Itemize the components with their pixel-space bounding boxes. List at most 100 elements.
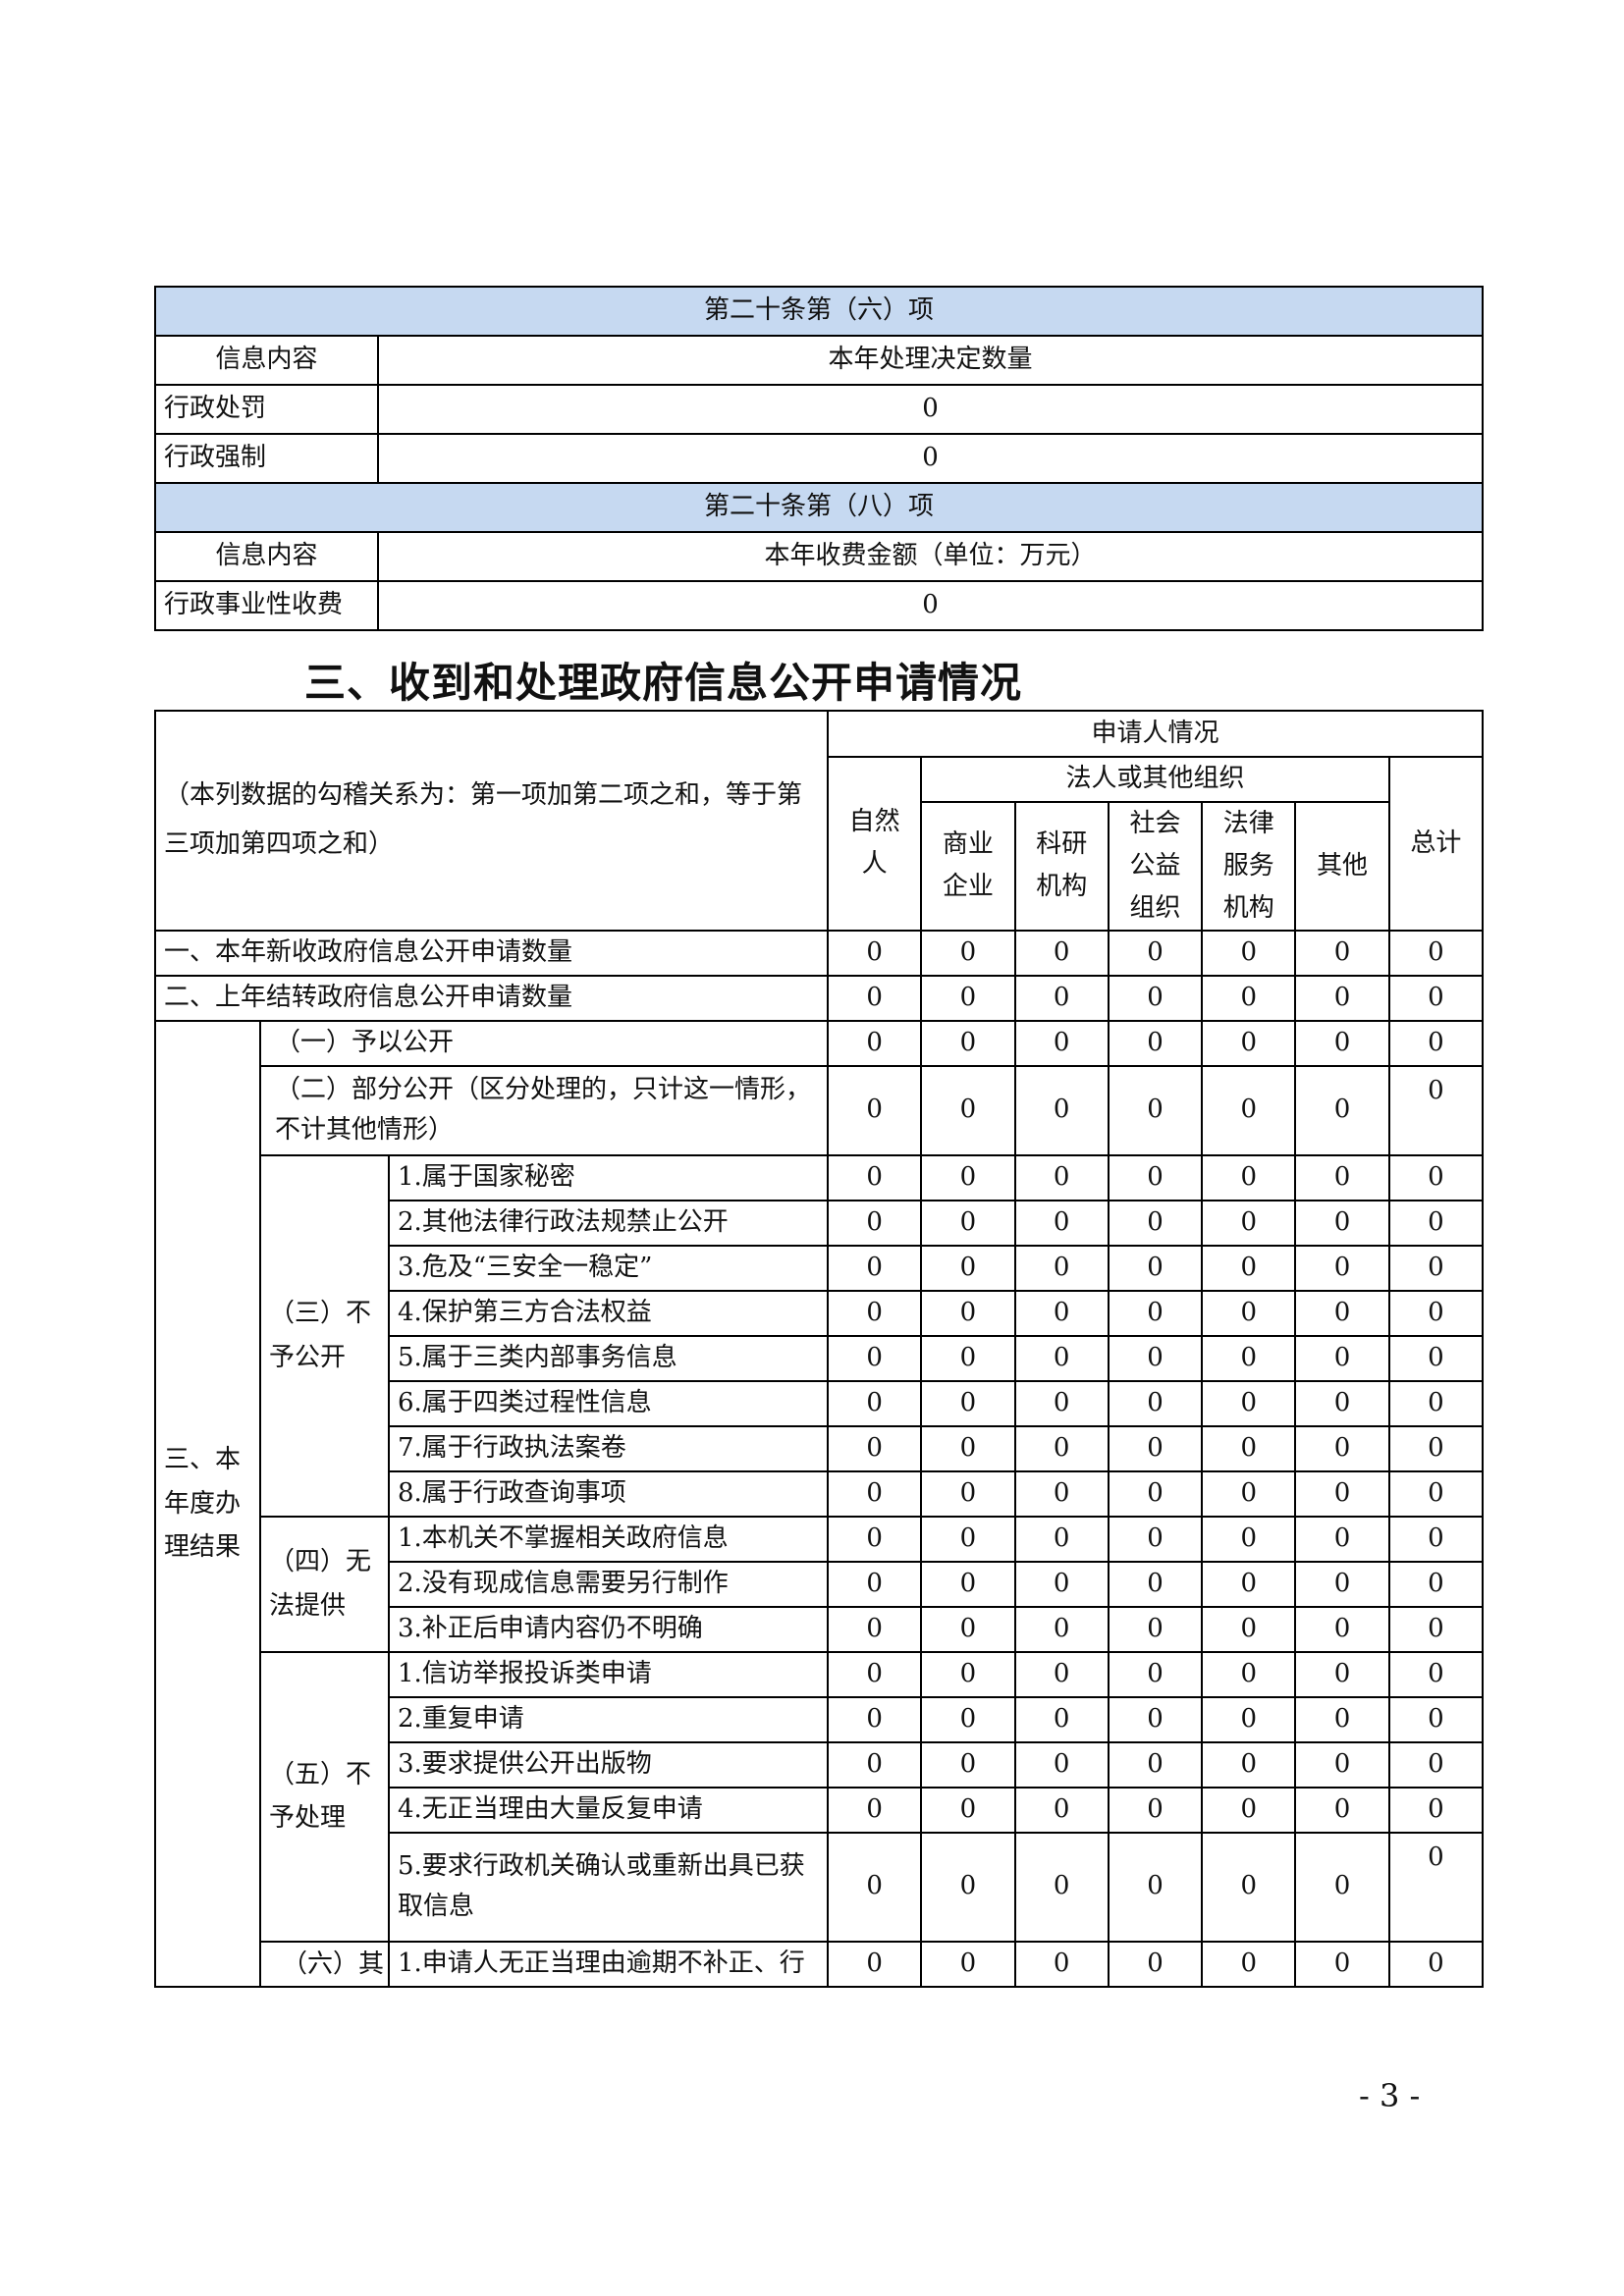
row-label: 3.要求提供公开出版物 <box>388 1740 829 1789</box>
value-cell: 0 <box>1013 1650 1110 1698</box>
value-cell: 0 <box>920 1334 1016 1382</box>
table-row: 三、本年度办理结果 （一）予以公开 0 0 0 0 0 0 0 <box>154 1019 1485 1988</box>
value-cell: 0 <box>1201 974 1297 1022</box>
value-cell: 0 <box>1387 1650 1485 1698</box>
table-row: 3.危及“三安全一稳定” 0 0 0 0 0 0 0 <box>155 1244 1485 1292</box>
table-row: 3.补正后申请内容仍不明确 0 0 0 0 0 0 0 <box>155 1605 1485 1653</box>
value-cell: 0 <box>826 974 923 1022</box>
value-cell: 0 <box>1387 1740 1485 1789</box>
value-cell: 0 <box>1201 1064 1297 1156</box>
value-cell: 0 <box>1294 1064 1390 1156</box>
value-cell: 0 <box>1387 1199 1485 1247</box>
value-cell: 0 <box>1294 1019 1390 1067</box>
value-cell: 0 <box>1201 1515 1297 1563</box>
value-cell: 0 <box>1387 1831 1485 1943</box>
table-row: 二、上年结转政府信息公开申请数量 0 0 0 0 0 0 0 <box>154 974 1485 1022</box>
row-label: 1.信访举报投诉类申请 <box>388 1650 829 1698</box>
value-cell: 0 <box>1107 1334 1204 1382</box>
value-cell: 0 <box>1013 929 1110 977</box>
value-cell: 0 <box>1107 1469 1204 1518</box>
col-legal-service: 法律服务机构 <box>1201 801 1297 932</box>
row-label: 2.其他法律行政法规禁止公开 <box>388 1199 829 1247</box>
row-label: 2.重复申请 <box>388 1695 829 1743</box>
table-row: 7.属于行政执法案卷 0 0 0 0 0 0 0 <box>155 1424 1485 1472</box>
row-label: 1.申请人无正当理由逾期不补正、行 <box>388 1940 829 1988</box>
row-label: 4.保护第三方合法权益 <box>388 1289 829 1337</box>
value-cell: 0 <box>1387 1334 1485 1382</box>
row-label: （二）部分公开（区分处理的，只计这一情形，不计其他情形） <box>259 1064 829 1156</box>
row-label: 1.属于国家秘密 <box>388 1153 829 1201</box>
table-row: （四）无法提供 1.本机关不掌握相关政府信息 0 0 0 0 0 0 0 <box>155 1515 1485 1653</box>
row-label: 行政处罚 <box>154 384 379 435</box>
value-cell: 0 <box>1201 1334 1297 1382</box>
value-cell: 0 <box>1201 1424 1297 1472</box>
row-label: 7.属于行政执法案卷 <box>388 1424 829 1472</box>
group-label: （三）不予公开 <box>259 1153 390 1518</box>
value-cell: 0 <box>1013 1424 1110 1472</box>
table-row: 行政事业性收费 0 <box>154 580 1484 631</box>
value-cell: 0 <box>1013 1515 1110 1563</box>
value-cell: 0 <box>826 1831 923 1943</box>
value-cell: 0 <box>920 1740 1016 1789</box>
value-cell: 0 <box>1013 1199 1110 1247</box>
value-cell: 0 <box>1201 1940 1297 1988</box>
table-row: 3.要求提供公开出版物 0 0 0 0 0 0 0 <box>155 1740 1485 1789</box>
value-cell: 0 <box>1294 1334 1390 1382</box>
value-cell: 0 <box>1107 1244 1204 1292</box>
value-cell: 0 <box>1201 1019 1297 1067</box>
value-cell: 0 <box>920 1424 1016 1472</box>
value-cell: 0 <box>920 1244 1016 1292</box>
value-cell: 0 <box>1107 974 1204 1022</box>
value-cell: 0 <box>1387 1153 1485 1201</box>
value-cell: 0 <box>826 1650 923 1698</box>
value-cell: 0 <box>826 1560 923 1608</box>
value-cell: 0 <box>1387 1244 1485 1292</box>
value-cell: 0 <box>826 1424 923 1472</box>
value-cell: 0 <box>1013 1379 1110 1427</box>
value-cell: 0 <box>1201 1199 1297 1247</box>
value-cell: 0 <box>1201 1289 1297 1337</box>
value-cell: 0 <box>920 1515 1016 1563</box>
value-cell: 0 <box>826 1244 923 1292</box>
value-cell: 0 <box>1387 1424 1485 1472</box>
row-label: 3.危及“三安全一稳定” <box>388 1244 829 1292</box>
value-cell: 0 <box>1387 1289 1485 1337</box>
value-cell: 0 <box>1387 1940 1485 1988</box>
value-cell: 0 <box>1013 1153 1110 1201</box>
value-cell: 0 <box>1107 1064 1204 1156</box>
value-cell: 0 <box>1294 1786 1390 1834</box>
value-cell: 0 <box>1294 1379 1390 1427</box>
col-header-info: 信息内容 <box>154 335 379 386</box>
value-cell: 0 <box>1294 1153 1390 1201</box>
row-value: 0 <box>377 433 1484 484</box>
value-cell: 0 <box>1013 1469 1110 1518</box>
value-cell: 0 <box>826 1199 923 1247</box>
value-cell: 0 <box>826 1786 923 1834</box>
value-cell: 0 <box>1294 1469 1390 1518</box>
table-row: 6.属于四类过程性信息 0 0 0 0 0 0 0 <box>155 1379 1485 1427</box>
row-label: 5.要求行政机关确认或重新出具已获取信息 <box>388 1831 829 1943</box>
value-cell: 0 <box>920 1153 1016 1201</box>
table-row: （五）不予处理 1.信访举报投诉类申请 0 0 0 0 0 0 0 <box>155 1650 1485 1943</box>
col-header-info: 信息内容 <box>154 531 379 582</box>
value-cell: 0 <box>1013 1019 1110 1067</box>
value-cell: 0 <box>826 929 923 977</box>
value-cell: 0 <box>1013 1064 1110 1156</box>
value-cell: 0 <box>826 1605 923 1653</box>
value-cell: 0 <box>920 1940 1016 1988</box>
section-6-header: 第二十条第（六）项 <box>154 286 1484 337</box>
table-row: 2.其他法律行政法规禁止公开 0 0 0 0 0 0 0 <box>155 1199 1485 1247</box>
value-cell: 0 <box>1294 1695 1390 1743</box>
value-cell: 0 <box>1201 1560 1297 1608</box>
table-row: （六）其 1.申请人无正当理由逾期不补正、行 0 0 0 0 0 0 0 <box>155 1940 1485 1988</box>
value-cell: 0 <box>1107 1786 1204 1834</box>
value-cell: 0 <box>920 1379 1016 1427</box>
value-cell: 0 <box>920 1199 1016 1247</box>
value-cell: 0 <box>1294 1940 1390 1988</box>
relation-note: （本列数据的勾稽关系为：第一项加第二项之和，等于第三项加第四项之和） <box>154 710 829 932</box>
col-public-welfare: 社会公益组织 <box>1107 801 1204 932</box>
fees-and-decisions-table: 第二十条第（六）项 信息内容 本年处理决定数量 行政处罚 0 行政强制 0 第二十条第… <box>154 286 1484 631</box>
row-label: 6.属于四类过程性信息 <box>388 1379 829 1427</box>
result-section-label: 三、本年度办理结果 <box>154 1019 261 1988</box>
table-row: 2.重复申请 0 0 0 0 0 0 0 <box>155 1695 1485 1743</box>
